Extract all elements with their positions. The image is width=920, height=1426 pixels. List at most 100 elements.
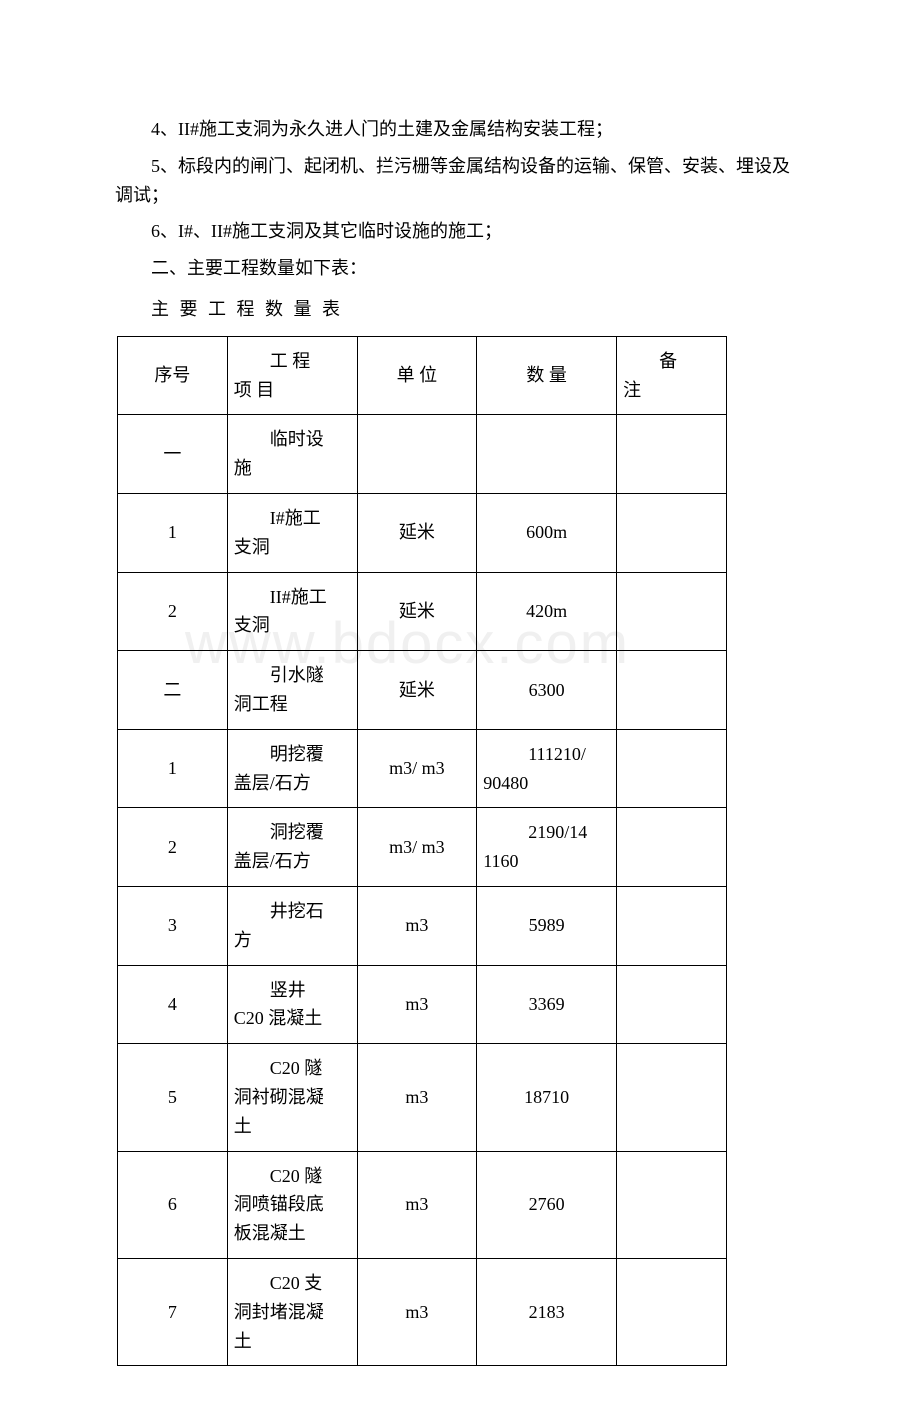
cell-item: 井挖石 方: [227, 886, 357, 965]
cell-item-l1: C20 隧: [234, 1162, 351, 1191]
cell-item-l3: 土: [234, 1112, 351, 1141]
cell-unit: 延米: [357, 572, 477, 651]
header-qty: 数 量: [477, 336, 617, 415]
cell-item-l2: 方: [234, 926, 351, 955]
cell-note: [617, 1151, 727, 1258]
cell-item-l1: 明挖覆: [234, 740, 351, 769]
cell-item-l3: 土: [234, 1327, 351, 1356]
cell-note: [617, 1258, 727, 1365]
cell-item: 临时设 施: [227, 415, 357, 494]
cell-qty: 18710: [477, 1044, 617, 1151]
cell-unit: [357, 415, 477, 494]
cell-item-l1: II#施工: [234, 583, 351, 612]
table-row: 4 竖井 C20 混凝土 m3 3369: [118, 965, 727, 1044]
cell-item-l1: I#施工: [234, 504, 351, 533]
table-row: 7 C20 支 洞封堵混凝 土 m3 2183: [118, 1258, 727, 1365]
document-content: 4、II#施工支洞为永久进人门的土建及金属结构安装工程； 5、标段内的闸门、起闭…: [115, 115, 805, 1366]
cell-seq: 6: [118, 1151, 228, 1258]
header-note: 备 注: [617, 336, 727, 415]
cell-unit: m3: [357, 886, 477, 965]
cell-item-l2: 洞衬砌混凝: [234, 1083, 351, 1112]
cell-item: C20 隧 洞衬砌混凝 土: [227, 1044, 357, 1151]
cell-qty: 2190/14 1160: [477, 808, 617, 887]
cell-note: [617, 965, 727, 1044]
cell-note: [617, 651, 727, 730]
cell-item-l2: 洞封堵混凝: [234, 1298, 351, 1327]
cell-item-l1: 洞挖覆: [234, 818, 351, 847]
table-row: 一 临时设 施: [118, 415, 727, 494]
cell-seq: 一: [118, 415, 228, 494]
table-header-row: 序号 工 程 项 目 单 位 数 量 备 注: [118, 336, 727, 415]
header-item: 工 程 项 目: [227, 336, 357, 415]
cell-qty: 5989: [477, 886, 617, 965]
cell-unit: m3: [357, 1151, 477, 1258]
cell-seq: 1: [118, 493, 228, 572]
header-note-l2: 注: [623, 376, 720, 405]
header-seq: 序号: [118, 336, 228, 415]
table-row: 2 II#施工 支洞 延米 420m: [118, 572, 727, 651]
cell-qty-l1: 111210/: [483, 740, 610, 769]
paragraph-6: 6、I#、II#施工支洞及其它临时设施的施工；: [115, 217, 805, 246]
cell-item: C20 隧 洞喷锚段底 板混凝土: [227, 1151, 357, 1258]
table-row: 二 引水隧 洞工程 延米 6300: [118, 651, 727, 730]
cell-seq: 4: [118, 965, 228, 1044]
cell-unit: 延米: [357, 651, 477, 730]
cell-item: C20 支 洞封堵混凝 土: [227, 1258, 357, 1365]
quantity-table: 序号 工 程 项 目 单 位 数 量 备 注 一 临时设 施 1: [117, 336, 727, 1367]
cell-note: [617, 415, 727, 494]
cell-item: I#施工 支洞: [227, 493, 357, 572]
cell-qty: 2760: [477, 1151, 617, 1258]
cell-item-l1: 临时设: [234, 425, 351, 454]
cell-qty: 2183: [477, 1258, 617, 1365]
cell-qty: 600m: [477, 493, 617, 572]
cell-seq: 1: [118, 729, 228, 808]
header-item-l1: 工 程: [234, 347, 351, 376]
cell-item-l2: 盖层/石方: [234, 847, 351, 876]
cell-unit: m3/ m3: [357, 729, 477, 808]
cell-item: 洞挖覆 盖层/石方: [227, 808, 357, 887]
header-unit: 单 位: [357, 336, 477, 415]
cell-qty: 111210/ 90480: [477, 729, 617, 808]
paragraph-4: 4、II#施工支洞为永久进人门的土建及金属结构安装工程；: [115, 115, 805, 144]
table-row: 1 I#施工 支洞 延米 600m: [118, 493, 727, 572]
cell-item-l1: C20 支: [234, 1269, 351, 1298]
cell-item-l2: 施: [234, 454, 351, 483]
table-row: 5 C20 隧 洞衬砌混凝 土 m3 18710: [118, 1044, 727, 1151]
cell-item-l1: 引水隧: [234, 661, 351, 690]
table-row: 2 洞挖覆 盖层/石方 m3/ m3 2190/14 1160: [118, 808, 727, 887]
cell-qty: 6300: [477, 651, 617, 730]
cell-item-l2: 支洞: [234, 533, 351, 562]
cell-item: 引水隧 洞工程: [227, 651, 357, 730]
table-row: 6 C20 隧 洞喷锚段底 板混凝土 m3 2760: [118, 1151, 727, 1258]
cell-seq: 5: [118, 1044, 228, 1151]
cell-item-l1: 井挖石: [234, 897, 351, 926]
cell-unit: m3/ m3: [357, 808, 477, 887]
cell-seq: 7: [118, 1258, 228, 1365]
paragraph-5: 5、标段内的闸门、起闭机、拦污栅等金属结构设备的运输、保管、安装、埋设及调试；: [115, 152, 805, 210]
cell-item: 竖井 C20 混凝土: [227, 965, 357, 1044]
cell-qty: [477, 415, 617, 494]
cell-note: [617, 886, 727, 965]
cell-qty-l1: 2190/14: [483, 818, 610, 847]
header-item-l2: 项 目: [234, 376, 351, 405]
cell-qty-l2: 1160: [483, 847, 610, 876]
cell-item: II#施工 支洞: [227, 572, 357, 651]
cell-item-l1: C20 隧: [234, 1054, 351, 1083]
cell-seq: 3: [118, 886, 228, 965]
cell-seq: 2: [118, 572, 228, 651]
cell-note: [617, 572, 727, 651]
table-row: 3 井挖石 方 m3 5989: [118, 886, 727, 965]
cell-unit: m3: [357, 965, 477, 1044]
cell-item-l1: 竖井: [234, 976, 351, 1005]
header-note-l1: 备: [623, 347, 720, 376]
cell-item-l2: C20 混凝土: [234, 1004, 351, 1033]
cell-seq: 2: [118, 808, 228, 887]
cell-item-l3: 板混凝土: [234, 1219, 351, 1248]
cell-item-l2: 洞工程: [234, 690, 351, 719]
table-row: 1 明挖覆 盖层/石方 m3/ m3 111210/ 90480: [118, 729, 727, 808]
cell-note: [617, 493, 727, 572]
cell-seq: 二: [118, 651, 228, 730]
cell-note: [617, 729, 727, 808]
cell-unit: m3: [357, 1258, 477, 1365]
cell-item: 明挖覆 盖层/石方: [227, 729, 357, 808]
